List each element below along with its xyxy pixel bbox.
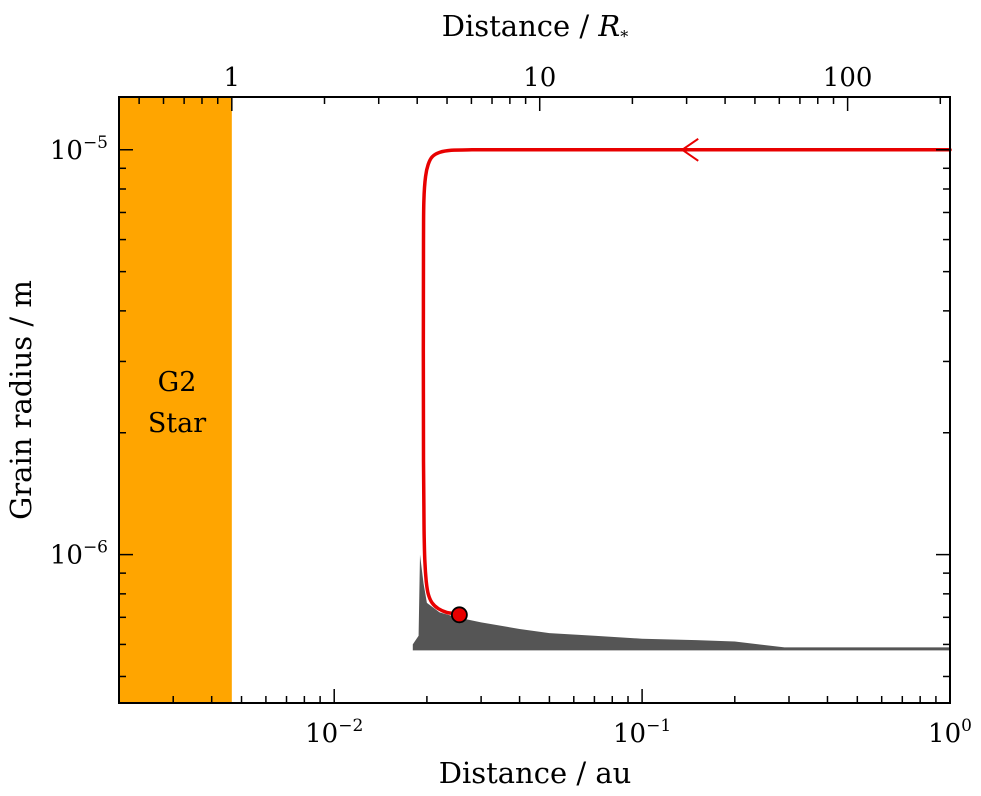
x2-axis-title: Distance / R* [442,9,628,46]
tick-labels: 10−2 10−1 100 10−6 10−5 1 10 100 [50,63,972,749]
x-tick-label: 100 [928,716,972,749]
star-label-line1: G2 [158,367,197,398]
y-tick-label: 10−5 [50,133,108,166]
ticks-layer [118,97,951,703]
envelope-area [412,554,950,651]
x2-axis-title-sub: * [620,27,628,46]
x2-tick-label: 1 [224,63,241,93]
star-label-line2: Star [148,408,206,439]
x2-tick-label: 100 [823,63,873,93]
x-tick-label: 10−2 [305,716,363,749]
trajectory-line [421,148,952,617]
direction-arrow [680,137,699,162]
x2-tick-label: 10 [523,63,556,93]
star-region [119,97,232,703]
x2-axis-title-prefix: Distance / [442,9,599,43]
x2-axis-title-var: R [597,9,620,43]
y-tick-label: 10−6 [50,538,108,571]
x-axis-title: Distance / au [439,756,632,790]
final-grain-point [450,606,468,624]
plot-frame [118,96,951,704]
envelope-layer [412,554,950,651]
x-tick-label: 10−1 [613,716,671,749]
y-axis-title: Grain radius / m [4,280,38,520]
line-layer [421,137,952,624]
